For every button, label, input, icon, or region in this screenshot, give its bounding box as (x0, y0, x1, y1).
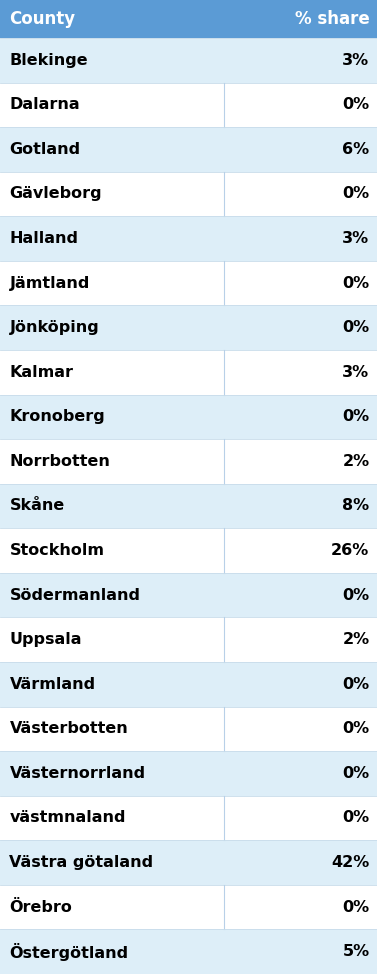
Text: 3%: 3% (342, 53, 369, 68)
Text: Stockholm: Stockholm (9, 543, 104, 558)
Text: Jämtland: Jämtland (9, 276, 90, 290)
Text: 42%: 42% (331, 855, 369, 870)
Bar (0, 171, 377, 216)
Text: Värmland: Värmland (9, 677, 95, 692)
Bar (0, 796, 377, 841)
Bar (0, 841, 377, 884)
Text: 5%: 5% (342, 944, 369, 959)
Text: Västernorrland: Västernorrland (9, 766, 146, 781)
Text: Gävleborg: Gävleborg (9, 186, 102, 202)
Text: Örebro: Örebro (9, 900, 72, 915)
Text: Uppsala: Uppsala (9, 632, 82, 647)
Bar (0, 618, 377, 662)
Text: County: County (9, 10, 75, 28)
Text: Dalarna: Dalarna (9, 97, 80, 112)
Text: 2%: 2% (342, 454, 369, 468)
Text: 0%: 0% (342, 810, 369, 826)
Text: 3%: 3% (342, 231, 369, 246)
Text: Jönköping: Jönköping (9, 320, 99, 335)
Bar (0, 350, 377, 394)
Text: 0%: 0% (342, 587, 369, 603)
Bar (0, 929, 377, 974)
Text: Gotland: Gotland (9, 142, 81, 157)
Bar (0, 394, 377, 439)
Bar (0, 706, 377, 751)
Bar (0, 83, 377, 128)
Text: Södermanland: Södermanland (9, 587, 140, 603)
Text: 2%: 2% (342, 632, 369, 647)
Text: Skåne: Skåne (9, 499, 65, 513)
Text: 6%: 6% (342, 142, 369, 157)
Text: 0%: 0% (342, 97, 369, 112)
Text: 0%: 0% (342, 409, 369, 425)
Bar (0, 439, 377, 484)
Text: Kronoberg: Kronoberg (9, 409, 105, 425)
Text: % share: % share (295, 10, 369, 28)
Text: Kalmar: Kalmar (9, 365, 74, 380)
Bar (0, 573, 377, 618)
Text: 0%: 0% (342, 320, 369, 335)
Text: 8%: 8% (342, 499, 369, 513)
Bar (0, 662, 377, 706)
Bar (0, 38, 377, 83)
Text: västmnaland: västmnaland (9, 810, 126, 826)
Text: 0%: 0% (342, 766, 369, 781)
Bar (0, 216, 377, 261)
Bar (0, 261, 377, 306)
Text: Norrbotten: Norrbotten (9, 454, 110, 468)
Bar (0, 0, 377, 38)
Bar (0, 884, 377, 929)
Text: Västerbotten: Västerbotten (9, 722, 128, 736)
Text: Blekinge: Blekinge (9, 53, 88, 68)
Bar (0, 484, 377, 528)
Text: 3%: 3% (342, 365, 369, 380)
Bar (0, 528, 377, 573)
Text: 0%: 0% (342, 722, 369, 736)
Text: 26%: 26% (331, 543, 369, 558)
Text: 0%: 0% (342, 900, 369, 915)
Text: 0%: 0% (342, 186, 369, 202)
Bar (0, 751, 377, 796)
Bar (0, 306, 377, 350)
Text: 0%: 0% (342, 677, 369, 692)
Text: Östergötland: Östergötland (9, 943, 129, 960)
Text: Västra götaland: Västra götaland (9, 855, 153, 870)
Bar (0, 128, 377, 171)
Text: Halland: Halland (9, 231, 78, 246)
Text: 0%: 0% (342, 276, 369, 290)
